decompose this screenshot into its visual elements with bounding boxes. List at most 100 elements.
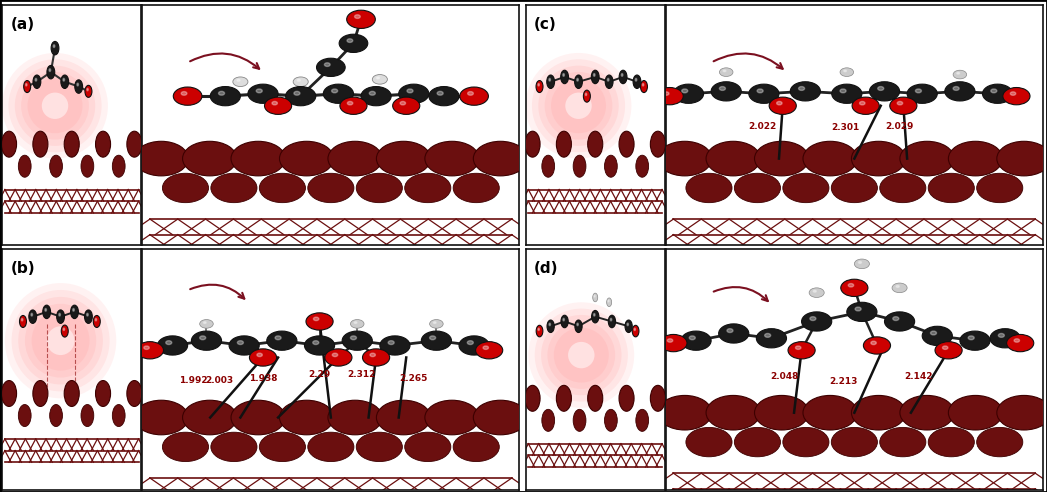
Circle shape xyxy=(968,336,974,339)
Circle shape xyxy=(85,310,92,323)
Circle shape xyxy=(664,92,669,95)
Circle shape xyxy=(831,173,877,203)
Circle shape xyxy=(879,428,926,457)
Circle shape xyxy=(756,329,786,348)
Circle shape xyxy=(272,101,277,105)
Circle shape xyxy=(260,432,306,461)
Circle shape xyxy=(1,131,17,157)
Circle shape xyxy=(377,400,430,435)
Circle shape xyxy=(136,341,163,359)
Circle shape xyxy=(64,380,80,406)
Circle shape xyxy=(636,155,648,177)
Circle shape xyxy=(944,82,975,101)
Circle shape xyxy=(316,58,346,76)
Ellipse shape xyxy=(15,65,95,146)
Circle shape xyxy=(143,346,150,349)
Circle shape xyxy=(134,400,188,435)
Circle shape xyxy=(210,173,257,203)
Circle shape xyxy=(977,428,1023,457)
Circle shape xyxy=(200,319,214,328)
Circle shape xyxy=(127,380,142,406)
Circle shape xyxy=(681,331,711,350)
Circle shape xyxy=(953,70,966,79)
Circle shape xyxy=(162,173,208,203)
Circle shape xyxy=(577,78,578,81)
Circle shape xyxy=(429,336,436,339)
Circle shape xyxy=(783,173,829,203)
Circle shape xyxy=(473,400,528,435)
Circle shape xyxy=(328,141,382,176)
Circle shape xyxy=(210,87,241,106)
Circle shape xyxy=(95,380,111,406)
Circle shape xyxy=(860,101,865,105)
Circle shape xyxy=(538,328,539,331)
Ellipse shape xyxy=(12,290,110,392)
Ellipse shape xyxy=(526,53,631,158)
Circle shape xyxy=(718,324,749,343)
Circle shape xyxy=(74,80,83,93)
Ellipse shape xyxy=(551,78,606,133)
Circle shape xyxy=(1015,339,1020,342)
Circle shape xyxy=(604,155,618,177)
Circle shape xyxy=(347,39,353,42)
Circle shape xyxy=(650,385,666,411)
Circle shape xyxy=(267,331,297,350)
Circle shape xyxy=(547,75,555,89)
Circle shape xyxy=(660,335,687,352)
Circle shape xyxy=(260,173,306,203)
Circle shape xyxy=(305,336,335,355)
Circle shape xyxy=(755,396,808,430)
Text: (d): (d) xyxy=(534,261,558,277)
Circle shape xyxy=(632,325,639,337)
Circle shape xyxy=(81,404,94,427)
Ellipse shape xyxy=(532,59,625,152)
Circle shape xyxy=(238,340,243,344)
Text: 2.029: 2.029 xyxy=(886,122,914,130)
Circle shape xyxy=(31,313,32,316)
Circle shape xyxy=(297,79,300,81)
Circle shape xyxy=(547,320,554,333)
Text: (b): (b) xyxy=(10,261,35,277)
Circle shape xyxy=(643,84,644,86)
Circle shape xyxy=(803,141,857,176)
Circle shape xyxy=(719,68,733,76)
Circle shape xyxy=(851,396,906,430)
Circle shape xyxy=(421,331,451,350)
Circle shape xyxy=(949,141,1003,176)
Circle shape xyxy=(112,404,125,427)
Circle shape xyxy=(192,331,222,350)
Circle shape xyxy=(95,318,96,321)
Circle shape xyxy=(49,69,50,71)
Circle shape xyxy=(942,346,948,349)
Circle shape xyxy=(634,328,636,331)
Circle shape xyxy=(864,337,891,354)
Circle shape xyxy=(237,79,240,81)
Text: 2.003: 2.003 xyxy=(205,376,233,385)
Circle shape xyxy=(232,77,248,87)
Circle shape xyxy=(200,336,205,339)
Ellipse shape xyxy=(31,311,90,370)
Circle shape xyxy=(157,336,187,355)
Circle shape xyxy=(438,92,443,95)
Circle shape xyxy=(127,131,142,157)
Circle shape xyxy=(293,77,308,87)
Circle shape xyxy=(619,131,634,157)
Circle shape xyxy=(20,315,26,328)
Circle shape xyxy=(43,305,50,319)
Circle shape xyxy=(354,322,357,323)
Circle shape xyxy=(922,326,953,345)
Circle shape xyxy=(840,68,853,76)
Circle shape xyxy=(339,34,367,53)
Circle shape xyxy=(658,396,712,430)
Circle shape xyxy=(621,74,623,76)
Circle shape xyxy=(814,290,817,292)
Circle shape xyxy=(257,353,263,357)
Circle shape xyxy=(324,84,354,103)
Circle shape xyxy=(53,45,54,47)
Circle shape xyxy=(468,92,473,95)
Circle shape xyxy=(308,432,354,461)
Circle shape xyxy=(719,87,726,91)
Ellipse shape xyxy=(529,302,634,408)
Circle shape xyxy=(577,323,578,326)
Circle shape xyxy=(32,131,48,157)
